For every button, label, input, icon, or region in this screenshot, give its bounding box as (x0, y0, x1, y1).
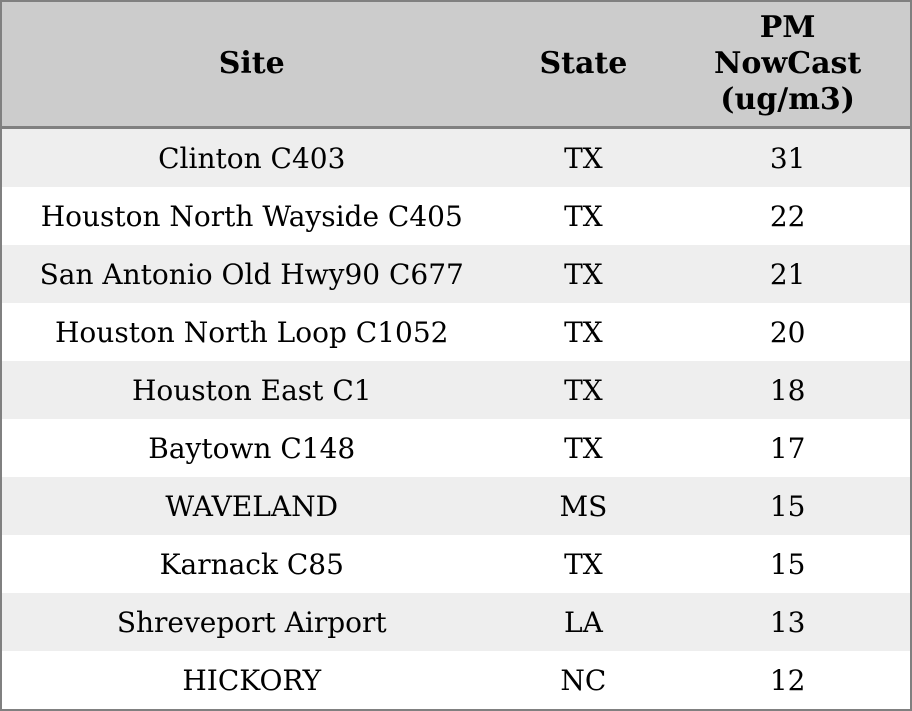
table-row: WAVELAND MS 15 (1, 477, 911, 535)
cell-pm-value: 12 (769, 663, 806, 697)
cell-state: LA (563, 605, 603, 639)
cell-pm-value: 15 (769, 547, 806, 581)
cell-state: TX (564, 373, 603, 407)
table-row: Baytown C148 TX 17 (1, 419, 911, 477)
cell-site: Houston North Loop C1052 (55, 315, 449, 349)
column-header-state: State (501, 1, 666, 129)
table-row: Houston East C1 TX 18 (1, 361, 911, 419)
table-row: Houston North Wayside C405 TX 22 (1, 187, 911, 245)
cell-pm-value: 22 (769, 199, 806, 233)
cell-site: Karnack C85 (159, 547, 344, 581)
column-header-site: Site (1, 1, 502, 129)
cell-site: Houston North Wayside C405 (40, 199, 463, 233)
cell-pm-value: 21 (769, 257, 806, 291)
table-row: San Antonio Old Hwy90 C677 TX 21 (1, 245, 911, 303)
table-row: HICKORY NC 12 (1, 651, 911, 710)
cell-pm-value: 13 (769, 605, 806, 639)
cell-state: MS (559, 489, 608, 523)
column-header-state-label: State (539, 46, 628, 81)
table-row: Clinton C403 TX 31 (1, 127, 911, 187)
cell-pm-value: 31 (769, 141, 806, 175)
cell-site: Baytown C148 (148, 431, 356, 465)
cell-site: Shreveport Airport (116, 605, 387, 639)
cell-state: TX (564, 315, 603, 349)
cell-site: WAVELAND (165, 489, 339, 523)
cell-site: Clinton C403 (158, 141, 346, 175)
cell-pm-value: 17 (769, 431, 806, 465)
cell-site: HICKORY (182, 663, 322, 697)
cell-state: TX (564, 547, 603, 581)
cell-state: TX (564, 257, 603, 291)
column-header-site-label: Site (218, 46, 285, 81)
table-row: Shreveport Airport LA 13 (1, 593, 911, 651)
cell-site: Houston East C1 (131, 373, 372, 407)
cell-site: San Antonio Old Hwy90 C677 (39, 257, 464, 291)
column-header-pm-nowcast-label: PM NowCast (ug/m3) (713, 10, 862, 117)
cell-pm-value: 20 (769, 315, 806, 349)
table-row: Karnack C85 TX 15 (1, 535, 911, 593)
table-row: Houston North Loop C1052 TX 20 (1, 303, 911, 361)
cell-state: TX (564, 199, 603, 233)
column-header-pm-nowcast: PM NowCast (ug/m3) (665, 1, 911, 129)
cell-pm-value: 18 (769, 373, 806, 407)
cell-pm-value: 15 (769, 489, 806, 523)
cell-state: NC (560, 663, 607, 697)
cell-state: TX (564, 431, 603, 465)
cell-state: TX (564, 141, 603, 175)
table-header: Site State PM NowCast (ug/m3) (1, 1, 911, 129)
header-row: Site State PM NowCast (ug/m3) (1, 1, 911, 129)
table-body: Clinton C403 TX 31 Houston North Wayside… (1, 127, 911, 710)
